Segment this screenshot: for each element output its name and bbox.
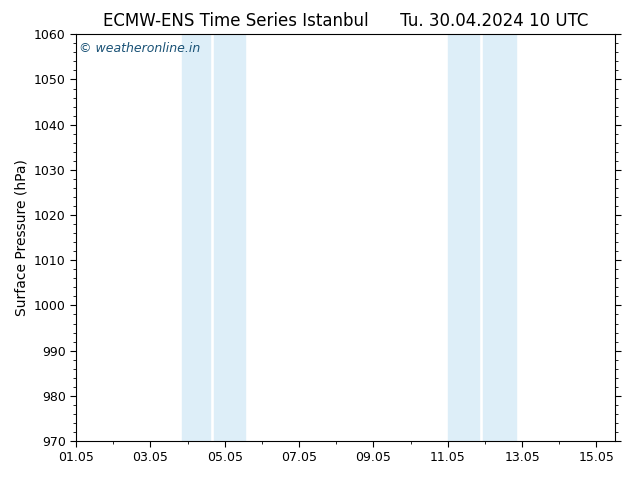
Bar — [214, 34, 245, 441]
Text: © weatheronline.in: © weatheronline.in — [79, 43, 200, 55]
Bar — [182, 34, 210, 441]
Y-axis label: Surface Pressure (hPa): Surface Pressure (hPa) — [14, 159, 29, 316]
Bar — [483, 34, 517, 441]
Title: ECMW-ENS Time Series Istanbul      Tu. 30.04.2024 10 UTC: ECMW-ENS Time Series Istanbul Tu. 30.04.… — [103, 12, 588, 30]
Bar — [448, 34, 479, 441]
